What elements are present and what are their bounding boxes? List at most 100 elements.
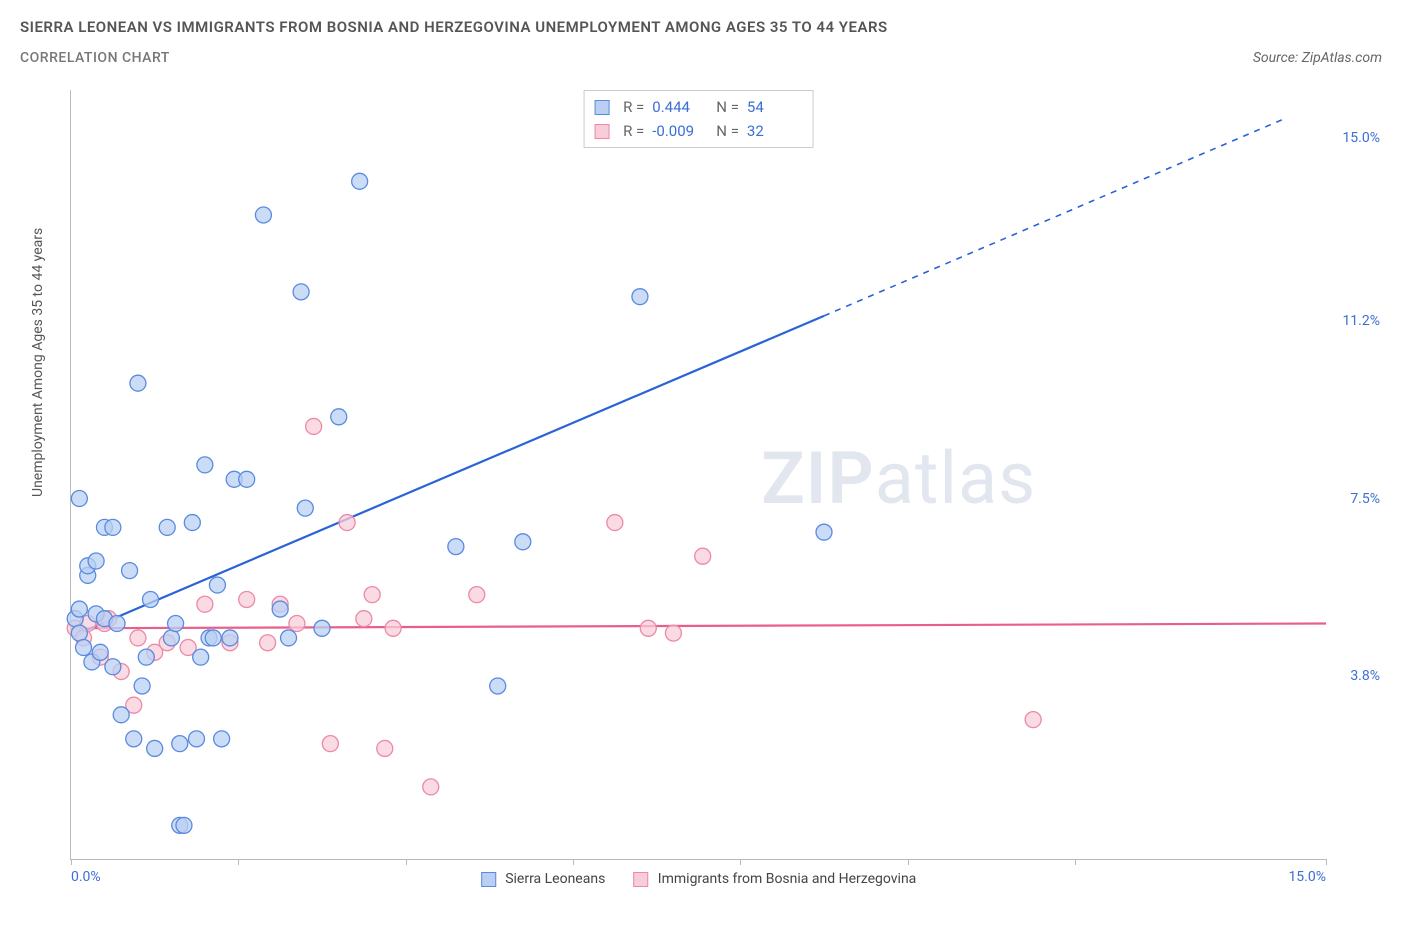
point-a <box>122 563 138 579</box>
point-b <box>1025 712 1041 728</box>
n-value-b: 32 <box>747 119 803 143</box>
point-a <box>134 678 150 694</box>
swatch-b-icon <box>594 124 609 139</box>
point-a <box>314 620 330 636</box>
point-a <box>222 630 238 646</box>
point-b <box>322 736 338 752</box>
point-a <box>239 471 255 487</box>
point-b <box>289 615 305 631</box>
point-a <box>184 515 200 531</box>
point-a <box>159 519 175 535</box>
y-tick-label: 3.8% <box>1350 668 1380 684</box>
point-a <box>293 284 309 300</box>
source-attribution: Source: ZipAtlas.com <box>1253 50 1382 66</box>
plot-area: ZIPatlas R = 0.444 N = 54 R = -0.009 N =… <box>70 90 1326 860</box>
legend-label-b: Immigrants from Bosnia and Herzegovina <box>658 871 917 887</box>
r-label: R = <box>623 119 644 143</box>
point-a <box>113 707 129 723</box>
point-a <box>88 553 104 569</box>
x-tick <box>573 859 574 865</box>
point-b <box>640 620 656 636</box>
point-a <box>105 519 121 535</box>
chart-subtitle: CORRELATION CHART <box>20 50 1406 66</box>
corr-row-b: R = -0.009 N = 32 <box>594 119 803 143</box>
scatter-svg <box>71 90 1326 859</box>
point-a <box>71 625 87 641</box>
point-b <box>695 548 711 564</box>
chart-container: Unemployment Among Ages 35 to 44 years Z… <box>20 84 1386 910</box>
point-a <box>147 740 163 756</box>
point-a <box>172 736 188 752</box>
point-a <box>138 649 154 665</box>
point-a <box>92 644 108 660</box>
point-a <box>632 289 648 305</box>
point-b <box>469 587 485 603</box>
point-a <box>352 173 368 189</box>
point-b <box>607 515 623 531</box>
corr-row-a: R = 0.444 N = 54 <box>594 95 803 119</box>
legend-label-a: Sierra Leoneans <box>505 871 605 887</box>
point-a <box>163 630 179 646</box>
x-tick <box>740 859 741 865</box>
x-tick <box>238 859 239 865</box>
y-tick-label: 15.0% <box>1342 130 1380 146</box>
legend-item-b: Immigrants from Bosnia and Herzegovina <box>633 871 916 887</box>
point-b <box>377 740 393 756</box>
x-tick-label: 15.0% <box>1288 869 1326 885</box>
r-value-b: -0.009 <box>652 119 708 143</box>
point-a <box>205 630 221 646</box>
point-a <box>130 375 146 391</box>
point-a <box>189 731 205 747</box>
point-a <box>193 649 209 665</box>
point-a <box>71 491 87 507</box>
n-label: N = <box>716 119 739 143</box>
point-a <box>816 524 832 540</box>
x-tick-label: 0.0% <box>71 869 101 885</box>
point-a <box>105 659 121 675</box>
n-value-a: 54 <box>747 95 803 119</box>
x-tick <box>908 859 909 865</box>
r-value-a: 0.444 <box>652 95 708 119</box>
point-a <box>214 731 230 747</box>
point-a <box>176 817 192 833</box>
point-a <box>71 601 87 617</box>
point-b <box>197 596 213 612</box>
point-b <box>239 591 255 607</box>
point-b <box>665 625 681 641</box>
point-a <box>142 591 158 607</box>
point-b <box>130 630 146 646</box>
point-a <box>331 409 347 425</box>
point-a <box>168 615 184 631</box>
point-b <box>385 620 401 636</box>
x-tick <box>71 859 72 865</box>
legend-item-a: Sierra Leoneans <box>481 871 606 887</box>
r-label: R = <box>623 95 644 119</box>
point-b <box>339 515 355 531</box>
x-tick <box>1075 859 1076 865</box>
point-a <box>209 577 225 593</box>
point-a <box>255 207 271 223</box>
swatch-a-icon <box>594 100 609 115</box>
point-b <box>423 779 439 795</box>
point-a <box>126 731 142 747</box>
y-tick-label: 7.5% <box>1350 491 1380 507</box>
point-b <box>260 635 276 651</box>
point-a <box>197 457 213 473</box>
point-b <box>364 587 380 603</box>
point-a <box>490 678 506 694</box>
point-a <box>109 615 125 631</box>
point-a <box>76 640 92 656</box>
point-a <box>272 601 288 617</box>
point-a <box>515 534 531 550</box>
legend: Sierra Leoneans Immigrants from Bosnia a… <box>481 871 917 887</box>
legend-swatch-b-icon <box>633 872 648 887</box>
point-b <box>306 418 322 434</box>
chart-title: SIERRA LEONEAN VS IMMIGRANTS FROM BOSNIA… <box>20 18 1406 36</box>
point-a <box>281 630 297 646</box>
point-a <box>297 500 313 516</box>
n-label: N = <box>716 95 739 119</box>
correlation-box: R = 0.444 N = 54 R = -0.009 N = 32 <box>583 90 814 148</box>
x-tick <box>406 859 407 865</box>
point-b <box>356 611 372 627</box>
legend-swatch-a-icon <box>481 872 496 887</box>
